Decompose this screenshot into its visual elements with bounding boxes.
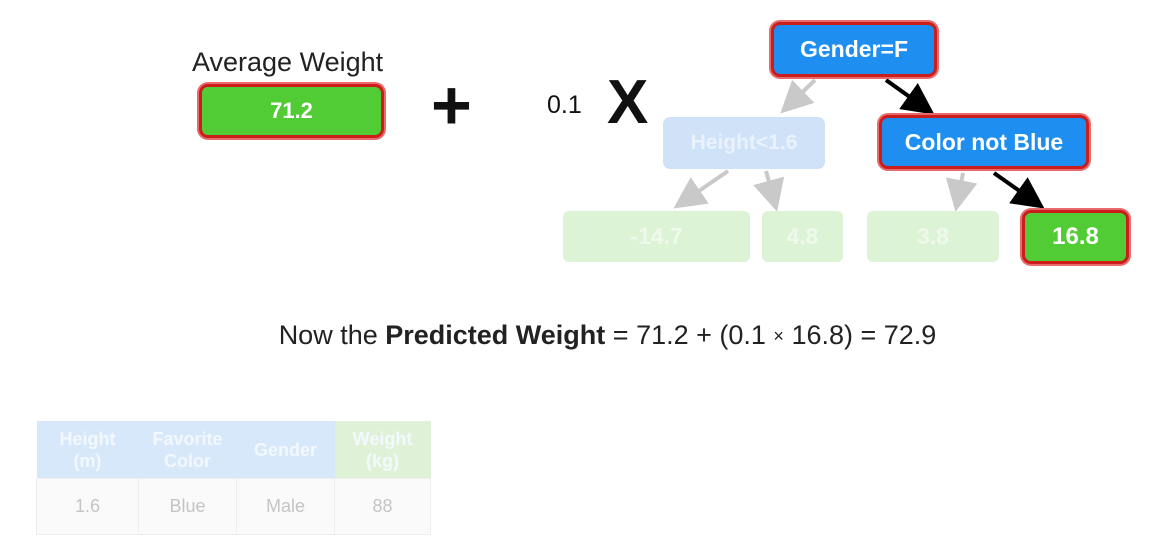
leaf-4: 16.8 <box>1022 210 1129 264</box>
prediction-formula: Now the Predicted Weight = 71.2 + (0.1 ×… <box>0 320 1155 351</box>
edge-left-leaf1 <box>673 169 730 209</box>
table-row: 1.6 Blue Male 88 <box>36 478 431 535</box>
node-height: Height<1.6 <box>663 117 825 169</box>
edge-right-leaf4 <box>992 171 1045 209</box>
plus-sign: + <box>431 66 472 144</box>
cell-color: Blue <box>138 478 237 535</box>
edge-right-leaf3 <box>945 172 978 212</box>
header-weight: Weight (kg) <box>334 421 431 479</box>
header-height: Height (m) <box>36 421 139 479</box>
edge-root-right <box>884 78 935 115</box>
leaf-1: -14.7 <box>563 211 750 262</box>
average-weight-value: 71.2 <box>199 84 384 138</box>
table-header-row: Height (m) Favorite Color Gender Weight … <box>36 421 431 479</box>
times-sign: X <box>607 68 649 137</box>
formula-prefix: Now the <box>278 320 386 350</box>
cell-height: 1.6 <box>36 478 139 535</box>
formula-eq1: = 71.2 + (0.1 <box>605 320 774 350</box>
edge-root-left <box>780 78 817 114</box>
learning-rate: 0.1 <box>547 91 582 119</box>
cell-gender: Male <box>236 478 335 535</box>
header-gender: Gender <box>236 421 335 479</box>
edge-left-leaf2 <box>753 170 785 212</box>
formula-times: × <box>773 326 784 346</box>
cell-weight: 88 <box>334 478 431 535</box>
average-weight-label: Average Weight <box>192 47 384 77</box>
leaf-2: 4.8 <box>762 211 843 262</box>
node-gender: Gender=F <box>771 22 937 77</box>
data-table: Height (m) Favorite Color Gender Weight … <box>36 421 431 535</box>
node-color: Color not Blue <box>879 115 1089 169</box>
header-favorite-color: Favorite Color <box>138 421 237 479</box>
formula-bold: Predicted Weight <box>385 320 606 350</box>
leaf-3: 3.8 <box>867 211 999 262</box>
formula-eq2: 16.8) = 72.9 <box>783 320 937 350</box>
